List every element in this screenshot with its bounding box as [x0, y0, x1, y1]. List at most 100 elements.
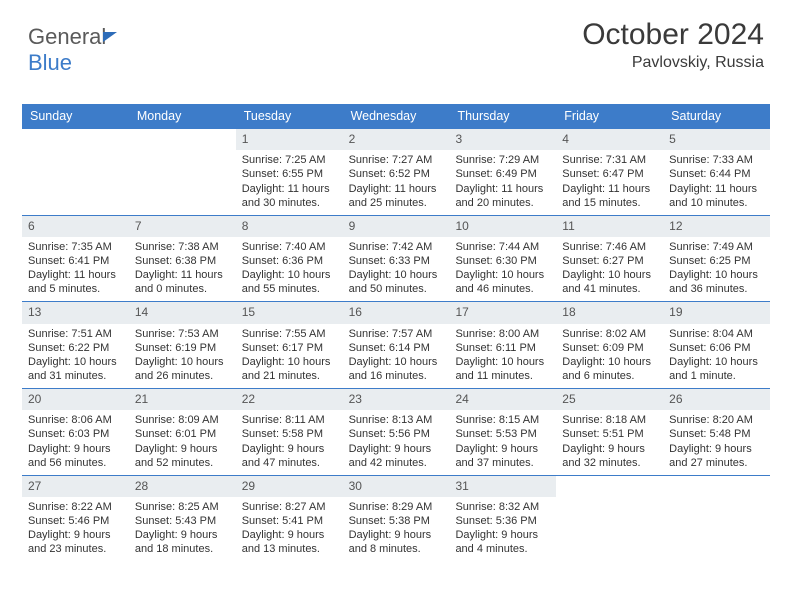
day-body: Sunrise: 7:44 AMSunset: 6:30 PMDaylight:…	[449, 237, 556, 301]
sunrise-line: Sunrise: 7:51 AM	[28, 327, 123, 341]
day-number: 27	[22, 476, 129, 497]
day-number: 30	[343, 476, 450, 497]
calendar-day: 6Sunrise: 7:35 AMSunset: 6:41 PMDaylight…	[22, 216, 129, 302]
daylight-line: Daylight: 10 hours and 55 minutes.	[242, 268, 337, 296]
calendar-day: 22Sunrise: 8:11 AMSunset: 5:58 PMDayligh…	[236, 389, 343, 475]
month-year-title: October 2024	[582, 18, 764, 52]
sunrise-line: Sunrise: 8:11 AM	[242, 413, 337, 427]
day-number: 7	[129, 216, 236, 237]
calendar-day: 3Sunrise: 7:29 AMSunset: 6:49 PMDaylight…	[449, 129, 556, 215]
day-body: Sunrise: 8:20 AMSunset: 5:48 PMDaylight:…	[663, 410, 770, 474]
day-body: Sunrise: 7:46 AMSunset: 6:27 PMDaylight:…	[556, 237, 663, 301]
sunset-line: Sunset: 6:55 PM	[242, 167, 337, 181]
sunrise-line: Sunrise: 7:42 AM	[349, 240, 444, 254]
sunset-line: Sunset: 6:33 PM	[349, 254, 444, 268]
day-body: Sunrise: 8:32 AMSunset: 5:36 PMDaylight:…	[449, 497, 556, 561]
calendar-day: 29Sunrise: 8:27 AMSunset: 5:41 PMDayligh…	[236, 476, 343, 562]
sunset-line: Sunset: 6:30 PM	[455, 254, 550, 268]
daylight-line: Daylight: 9 hours and 13 minutes.	[242, 528, 337, 556]
calendar-empty	[22, 129, 129, 215]
day-number: 8	[236, 216, 343, 237]
sunset-line: Sunset: 5:51 PM	[562, 427, 657, 441]
daylight-line: Daylight: 9 hours and 4 minutes.	[455, 528, 550, 556]
daylight-line: Daylight: 10 hours and 46 minutes.	[455, 268, 550, 296]
sunset-line: Sunset: 6:14 PM	[349, 341, 444, 355]
calendar-day: 26Sunrise: 8:20 AMSunset: 5:48 PMDayligh…	[663, 389, 770, 475]
sunrise-line: Sunrise: 7:35 AM	[28, 240, 123, 254]
daylight-line: Daylight: 9 hours and 56 minutes.	[28, 442, 123, 470]
sunset-line: Sunset: 6:44 PM	[669, 167, 764, 181]
daylight-line: Daylight: 9 hours and 37 minutes.	[455, 442, 550, 470]
sunrise-line: Sunrise: 8:18 AM	[562, 413, 657, 427]
day-number: 4	[556, 129, 663, 150]
sunset-line: Sunset: 6:17 PM	[242, 341, 337, 355]
calendar-day: 27Sunrise: 8:22 AMSunset: 5:46 PMDayligh…	[22, 476, 129, 562]
sunset-line: Sunset: 6:49 PM	[455, 167, 550, 181]
day-number: 17	[449, 302, 556, 323]
sunrise-line: Sunrise: 8:25 AM	[135, 500, 230, 514]
sunrise-line: Sunrise: 7:46 AM	[562, 240, 657, 254]
day-body: Sunrise: 8:02 AMSunset: 6:09 PMDaylight:…	[556, 324, 663, 388]
daylight-line: Daylight: 11 hours and 25 minutes.	[349, 182, 444, 210]
sunset-line: Sunset: 6:41 PM	[28, 254, 123, 268]
calendar-week: 20Sunrise: 8:06 AMSunset: 6:03 PMDayligh…	[22, 388, 770, 475]
day-body: Sunrise: 7:31 AMSunset: 6:47 PMDaylight:…	[556, 150, 663, 214]
day-body: Sunrise: 8:06 AMSunset: 6:03 PMDaylight:…	[22, 410, 129, 474]
sunset-line: Sunset: 6:19 PM	[135, 341, 230, 355]
day-body: Sunrise: 7:51 AMSunset: 6:22 PMDaylight:…	[22, 324, 129, 388]
day-body: Sunrise: 8:22 AMSunset: 5:46 PMDaylight:…	[22, 497, 129, 561]
brand-logo: General Blue	[28, 24, 117, 76]
day-number: 16	[343, 302, 450, 323]
sunset-line: Sunset: 6:11 PM	[455, 341, 550, 355]
day-body: Sunrise: 7:55 AMSunset: 6:17 PMDaylight:…	[236, 324, 343, 388]
day-body: Sunrise: 7:35 AMSunset: 6:41 PMDaylight:…	[22, 237, 129, 301]
day-number: 22	[236, 389, 343, 410]
calendar-day: 10Sunrise: 7:44 AMSunset: 6:30 PMDayligh…	[449, 216, 556, 302]
day-of-week-header: SundayMondayTuesdayWednesdayThursdayFrid…	[22, 104, 770, 129]
sunset-line: Sunset: 6:09 PM	[562, 341, 657, 355]
sunrise-line: Sunrise: 8:32 AM	[455, 500, 550, 514]
daylight-line: Daylight: 9 hours and 32 minutes.	[562, 442, 657, 470]
sunrise-line: Sunrise: 7:33 AM	[669, 153, 764, 167]
brand-sail-icon	[103, 32, 117, 42]
dow-label: Thursday	[449, 104, 556, 129]
sunrise-line: Sunrise: 8:02 AM	[562, 327, 657, 341]
calendar-day: 16Sunrise: 7:57 AMSunset: 6:14 PMDayligh…	[343, 302, 450, 388]
sunset-line: Sunset: 5:38 PM	[349, 514, 444, 528]
day-body: Sunrise: 8:29 AMSunset: 5:38 PMDaylight:…	[343, 497, 450, 561]
daylight-line: Daylight: 11 hours and 0 minutes.	[135, 268, 230, 296]
sunrise-line: Sunrise: 7:38 AM	[135, 240, 230, 254]
calendar-day: 30Sunrise: 8:29 AMSunset: 5:38 PMDayligh…	[343, 476, 450, 562]
calendar-week: 27Sunrise: 8:22 AMSunset: 5:46 PMDayligh…	[22, 475, 770, 562]
sunset-line: Sunset: 5:56 PM	[349, 427, 444, 441]
day-body: Sunrise: 7:33 AMSunset: 6:44 PMDaylight:…	[663, 150, 770, 214]
calendar-week: 1Sunrise: 7:25 AMSunset: 6:55 PMDaylight…	[22, 129, 770, 215]
sunset-line: Sunset: 6:52 PM	[349, 167, 444, 181]
day-number: 12	[663, 216, 770, 237]
day-number: 5	[663, 129, 770, 150]
daylight-line: Daylight: 11 hours and 10 minutes.	[669, 182, 764, 210]
sunset-line: Sunset: 5:48 PM	[669, 427, 764, 441]
sunrise-line: Sunrise: 7:29 AM	[455, 153, 550, 167]
daylight-line: Daylight: 10 hours and 41 minutes.	[562, 268, 657, 296]
calendar-day: 31Sunrise: 8:32 AMSunset: 5:36 PMDayligh…	[449, 476, 556, 562]
day-number: 6	[22, 216, 129, 237]
day-body: Sunrise: 7:40 AMSunset: 6:36 PMDaylight:…	[236, 237, 343, 301]
day-number: 3	[449, 129, 556, 150]
sunrise-line: Sunrise: 8:20 AM	[669, 413, 764, 427]
day-body: Sunrise: 7:53 AMSunset: 6:19 PMDaylight:…	[129, 324, 236, 388]
calendar-week: 6Sunrise: 7:35 AMSunset: 6:41 PMDaylight…	[22, 215, 770, 302]
calendar-day: 5Sunrise: 7:33 AMSunset: 6:44 PMDaylight…	[663, 129, 770, 215]
daylight-line: Daylight: 10 hours and 11 minutes.	[455, 355, 550, 383]
daylight-line: Daylight: 10 hours and 31 minutes.	[28, 355, 123, 383]
calendar-day: 24Sunrise: 8:15 AMSunset: 5:53 PMDayligh…	[449, 389, 556, 475]
day-body: Sunrise: 8:13 AMSunset: 5:56 PMDaylight:…	[343, 410, 450, 474]
day-number: 21	[129, 389, 236, 410]
sunrise-line: Sunrise: 7:49 AM	[669, 240, 764, 254]
sunset-line: Sunset: 5:58 PM	[242, 427, 337, 441]
day-body: Sunrise: 8:18 AMSunset: 5:51 PMDaylight:…	[556, 410, 663, 474]
day-number: 13	[22, 302, 129, 323]
daylight-line: Daylight: 10 hours and 1 minute.	[669, 355, 764, 383]
sunrise-line: Sunrise: 8:04 AM	[669, 327, 764, 341]
calendar-empty	[663, 476, 770, 562]
